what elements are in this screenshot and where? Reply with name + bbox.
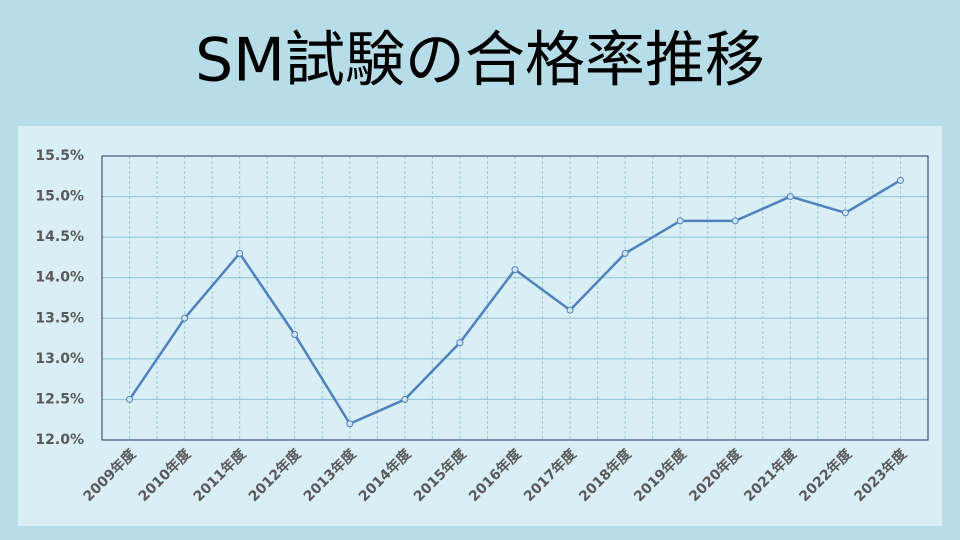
data-point xyxy=(511,266,519,274)
y-tick-label: 12.0% xyxy=(35,432,84,448)
chart-panel xyxy=(18,126,942,526)
data-point xyxy=(291,331,299,339)
data-point xyxy=(621,249,629,257)
data-point xyxy=(896,176,904,184)
y-tick-label: 12.5% xyxy=(35,391,84,407)
y-tick-label: 13.0% xyxy=(35,351,84,367)
data-point xyxy=(346,420,354,428)
plot-border xyxy=(101,155,929,441)
data-point xyxy=(566,306,574,314)
data-point xyxy=(456,339,464,347)
y-tick-label: 15.0% xyxy=(35,189,84,205)
y-tick-label: 14.0% xyxy=(35,270,84,286)
data-point xyxy=(841,209,849,217)
data-point xyxy=(126,395,134,403)
y-tick-label: 15.5% xyxy=(35,148,84,164)
data-point xyxy=(181,314,189,322)
data-point xyxy=(786,193,794,201)
chart-title: SM試験の合格率推移 xyxy=(195,26,765,96)
data-point xyxy=(731,217,739,225)
y-tick-label: 14.5% xyxy=(35,229,84,245)
data-point xyxy=(676,217,684,225)
y-tick-label: 13.5% xyxy=(35,310,84,326)
data-point xyxy=(401,395,409,403)
data-point xyxy=(236,249,244,257)
